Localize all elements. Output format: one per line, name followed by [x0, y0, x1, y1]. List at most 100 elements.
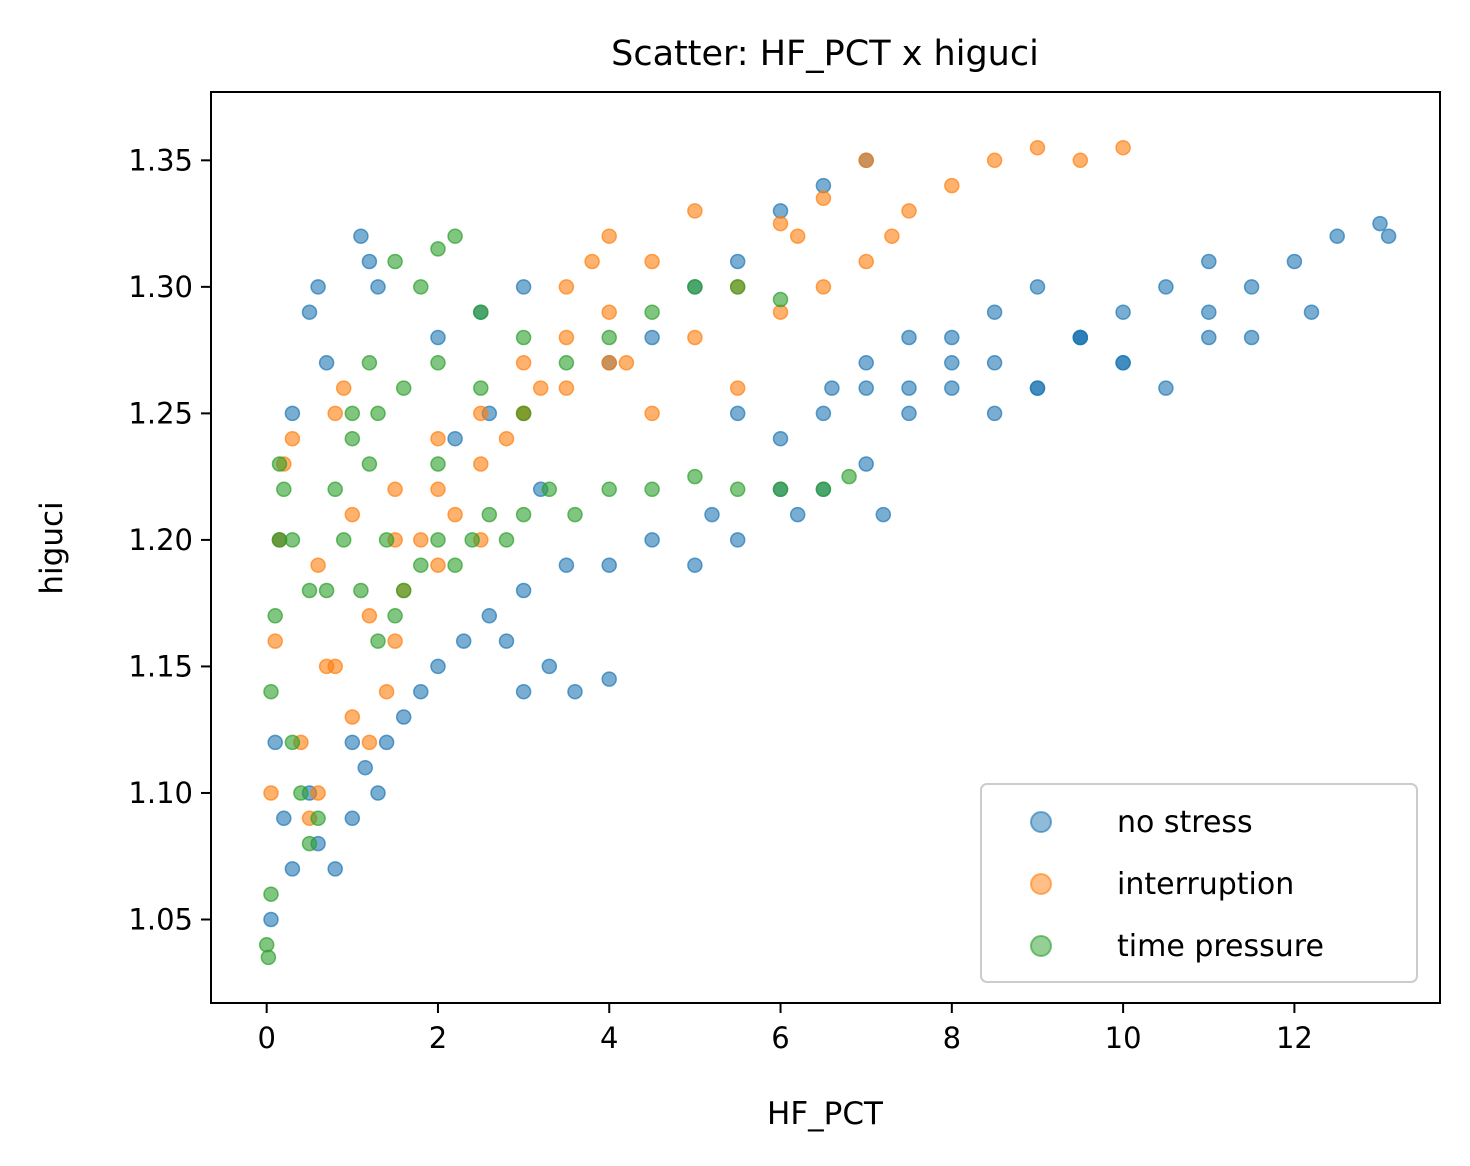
point-interruption-23	[558, 279, 575, 295]
point-no-stress-14	[455, 633, 472, 649]
legend: no stress interruption time pressure	[980, 783, 1418, 983]
data-points	[258, 139, 1397, 966]
point-interruption-62	[789, 228, 806, 244]
point-interruption-1	[267, 633, 283, 649]
y-tick-label: 1.25	[128, 396, 193, 430]
x-tick-label: 10	[1105, 1021, 1142, 1055]
point-time-pressure-10	[310, 810, 326, 827]
point-time-pressure-15	[353, 582, 369, 599]
point-interruption-56	[430, 481, 446, 498]
point-time-pressure-40	[447, 228, 463, 244]
point-time-pressure-5	[271, 532, 288, 548]
x-tick-label: 2	[429, 1021, 447, 1055]
point-no-stress-12	[413, 683, 429, 700]
point-time-pressure-34	[772, 481, 789, 498]
point-interruption-39	[1115, 139, 1131, 156]
point-interruption-32	[858, 253, 874, 270]
point-time-pressure-53	[515, 405, 532, 422]
point-no-stress-84	[515, 279, 532, 295]
x-axis-label: HF_PCT	[767, 1096, 884, 1132]
point-no-stress-0	[263, 911, 279, 928]
point-no-stress-74	[815, 177, 832, 194]
point-no-stress-54	[944, 355, 960, 371]
point-interruption-9	[327, 405, 343, 422]
point-interruption-11	[344, 709, 361, 725]
point-no-stress-64	[1072, 329, 1089, 346]
point-interruption-10	[335, 380, 352, 396]
point-no-stress-15	[481, 608, 498, 624]
x-tick-label: 0	[257, 1021, 275, 1055]
point-no-stress-58	[815, 405, 832, 422]
point-no-stress-55	[901, 380, 917, 396]
point-interruption-18	[447, 506, 463, 523]
point-time-pressure-36	[841, 468, 857, 485]
point-no-stress-79	[353, 228, 369, 244]
point-no-stress-10	[378, 734, 395, 751]
point-no-stress-72	[729, 253, 746, 270]
point-time-pressure-39	[430, 241, 446, 257]
point-interruption-48	[473, 405, 489, 422]
point-interruption-31	[815, 279, 832, 295]
point-time-pressure-48	[772, 291, 789, 308]
point-no-stress-82	[430, 329, 446, 346]
point-no-stress-78	[318, 355, 335, 371]
point-interruption-52	[310, 557, 326, 573]
point-interruption-14	[387, 633, 403, 649]
point-interruption-27	[644, 405, 660, 422]
y-tick-label: 1.30	[128, 270, 193, 304]
point-time-pressure-41	[473, 304, 489, 320]
point-time-pressure-8	[293, 785, 309, 801]
point-no-stress-68	[1243, 329, 1260, 346]
point-interruption-4	[284, 430, 301, 447]
point-time-pressure-4	[267, 608, 283, 624]
point-no-stress-70	[644, 329, 660, 346]
point-time-pressure-14	[344, 405, 361, 422]
point-time-pressure-31	[644, 481, 660, 498]
point-interruption-36	[986, 152, 1003, 169]
point-no-stress-32	[875, 506, 892, 523]
point-no-stress-66	[1158, 380, 1174, 396]
legend-label-interruption: interruption	[1117, 867, 1294, 902]
point-time-pressure-28	[541, 481, 558, 498]
point-no-stress-29	[789, 506, 806, 523]
point-no-stress-5	[327, 861, 343, 877]
point-time-pressure-16	[361, 456, 378, 472]
point-no-stress-31	[858, 456, 874, 472]
x-tick-label: 12	[1276, 1021, 1313, 1055]
point-time-pressure-17	[370, 633, 386, 649]
legend-box	[980, 783, 1418, 983]
point-no-stress-60	[901, 405, 917, 422]
point-no-stress-11	[395, 709, 412, 725]
point-interruption-12	[361, 734, 378, 751]
point-time-pressure-3	[263, 683, 279, 700]
y-axis-label: higuci	[34, 501, 70, 594]
point-time-pressure-43	[558, 355, 575, 371]
point-time-pressure-37	[387, 253, 403, 270]
point-no-stress-42	[1201, 253, 1217, 270]
point-no-stress-25	[687, 557, 703, 573]
point-time-pressure-49	[361, 355, 378, 371]
point-no-stress-21	[515, 582, 532, 599]
point-time-pressure-33	[729, 481, 746, 498]
x-axis-ticks: 0 2 4 6 8 10 12	[257, 1003, 1313, 1055]
point-interruption-60	[601, 355, 617, 371]
point-no-stress-44	[1286, 253, 1303, 270]
point-no-stress-88	[267, 734, 283, 751]
point-no-stress-62	[986, 355, 1003, 371]
point-interruption-16	[413, 532, 429, 548]
point-no-stress-20	[601, 671, 617, 687]
point-no-stress-48	[1303, 304, 1320, 320]
point-no-stress-6	[344, 810, 361, 827]
point-interruption-20	[498, 430, 515, 447]
point-interruption-30	[772, 304, 789, 320]
point-no-stress-46	[1372, 215, 1388, 232]
point-no-stress-19	[567, 683, 583, 700]
point-time-pressure-50	[395, 380, 412, 396]
point-time-pressure-19	[387, 608, 403, 624]
point-time-pressure-12	[327, 481, 343, 498]
point-no-stress-26	[704, 506, 720, 523]
point-no-stress-63	[1029, 380, 1046, 396]
point-no-stress-41	[1158, 279, 1174, 295]
legend-marker-interruption	[1030, 873, 1052, 895]
